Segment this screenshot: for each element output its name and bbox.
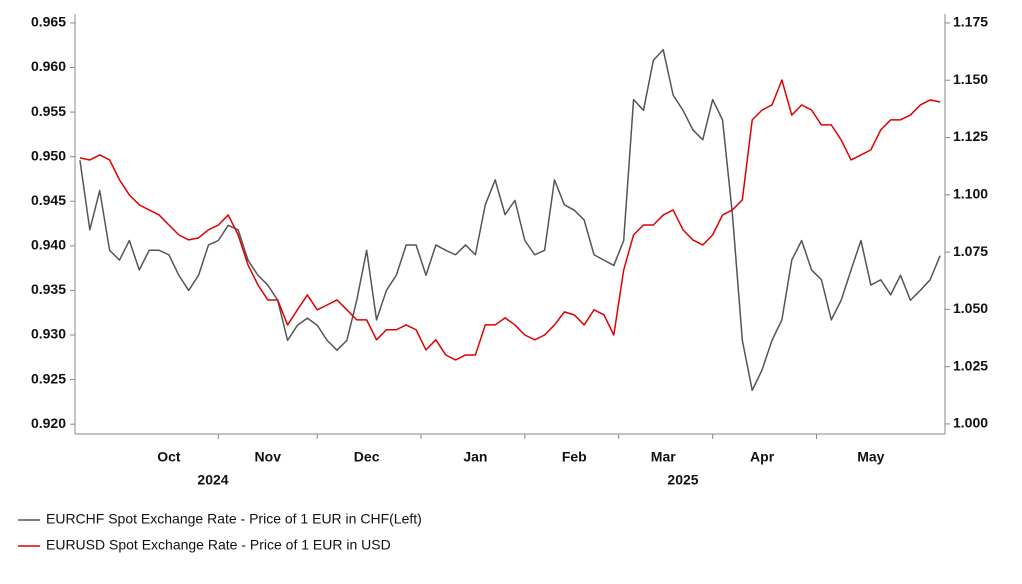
x-group-label: 2025: [667, 472, 698, 488]
x-tick-label: May: [857, 449, 884, 465]
y2-tick-label: 1.150: [953, 71, 988, 87]
y-tick-label: 0.950: [31, 147, 66, 163]
y2-tick-label: 1.050: [953, 300, 988, 316]
y-tick-label: 0.920: [31, 415, 66, 431]
series-line: [79, 79, 941, 361]
x-tick-label: Jan: [463, 449, 487, 465]
legend-label: EURCHF Spot Exchange Rate - Price of 1 E…: [46, 511, 422, 527]
y-tick-label: 0.935: [31, 281, 66, 297]
y-tick-label: 0.960: [31, 58, 66, 74]
x-tick-label: Nov: [255, 449, 282, 465]
x-tick-label: Dec: [354, 449, 380, 465]
y2-tick-label: 1.075: [953, 243, 988, 259]
y2-tick-label: 1.025: [953, 357, 988, 373]
x-tick-label: Oct: [157, 449, 181, 465]
y2-tick-label: 1.175: [953, 14, 988, 30]
series-line: [79, 48, 941, 392]
y-tick-label: 0.930: [31, 326, 66, 342]
x-tick-label: Apr: [750, 449, 775, 465]
y-tick-label: 0.955: [31, 103, 66, 119]
y-tick-label: 0.965: [31, 14, 66, 30]
legend-label: EURUSD Spot Exchange Rate - Price of 1 E…: [46, 537, 391, 553]
x-group-label: 2024: [197, 472, 228, 488]
y-tick-label: 0.940: [31, 237, 66, 253]
y2-tick-label: 1.000: [953, 415, 988, 431]
y-tick-label: 0.945: [31, 192, 66, 208]
x-tick-label: Feb: [562, 449, 587, 465]
y-tick-label: 0.925: [31, 370, 66, 386]
y2-tick-label: 1.125: [953, 128, 988, 144]
x-tick-label: Mar: [651, 449, 676, 465]
y2-tick-label: 1.100: [953, 185, 988, 201]
